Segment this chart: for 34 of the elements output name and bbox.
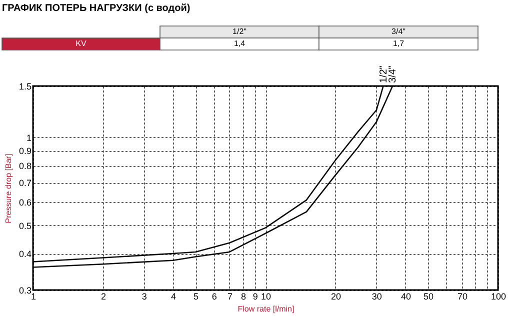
y-axis-title: Pressure drop [Bar] <box>4 154 13 224</box>
y-tick-label: 0.4 <box>18 249 32 260</box>
y-tick-label: 0.7 <box>18 178 32 188</box>
text: 1,4 <box>234 39 246 48</box>
y-tick-label: 0.9 <box>18 146 32 156</box>
y-tick-label: 0.5 <box>18 220 32 231</box>
x-tick-label: 30 <box>372 292 382 302</box>
y-tick-label: 1.5 <box>18 82 32 92</box>
x-tick-label: 6 <box>212 292 217 302</box>
text: 1,7 <box>392 39 405 48</box>
y-tick-label: 0.6 <box>18 198 32 208</box>
text: 1/2" <box>378 65 390 83</box>
x-tick-label: 70 <box>457 292 468 302</box>
y-tick-label: 1 <box>26 132 32 143</box>
x-tick-label: 20 <box>330 292 341 302</box>
x-tick-label: 9 <box>252 292 258 302</box>
x-tick-label: 4 <box>170 292 176 302</box>
text: 1/2" <box>232 27 246 36</box>
x-tick-label: 50 <box>424 292 434 302</box>
y-tick-label: 0.8 <box>18 161 32 172</box>
x-tick-label: 5 <box>194 292 199 302</box>
chart-title: ГРАФИК ПОТЕРЬ НАГРУЗКИ (с водой) <box>2 3 190 14</box>
text: 3/4" <box>392 27 406 36</box>
x-tick-label: 3 <box>142 292 147 302</box>
x-tick-label: 7 <box>227 292 232 302</box>
x-tick-label: 10 <box>260 292 272 302</box>
x-axis-title: Flow rate [l/min] <box>238 304 294 314</box>
x-tick-label: 40 <box>400 292 411 302</box>
x-tick-label: 100 <box>490 292 506 302</box>
x-tick-label: 2 <box>100 292 106 302</box>
text: 3/4" <box>388 65 399 83</box>
x-tick-label: 8 <box>240 292 246 302</box>
text: KV <box>76 39 87 48</box>
y-tick-label: 0.3 <box>18 286 32 296</box>
